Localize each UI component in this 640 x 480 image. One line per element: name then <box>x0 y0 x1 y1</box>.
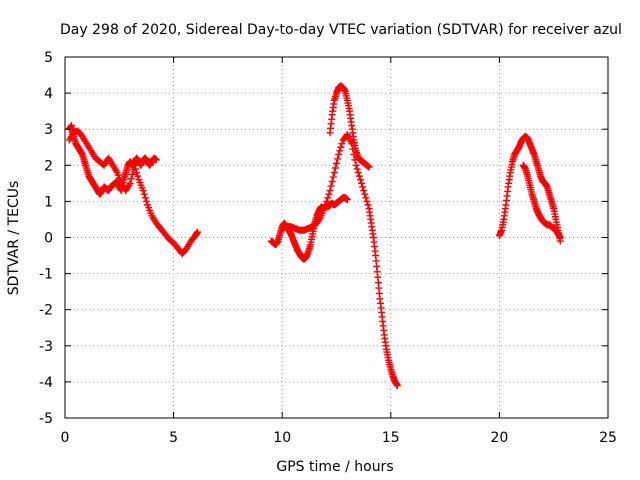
chart-title: Day 298 of 2020, Sidereal Day-to-day VTE… <box>60 22 622 38</box>
x-axis-label: GPS time / hours <box>276 459 393 475</box>
data-point <box>327 182 335 190</box>
x-tick-label: 10 <box>273 430 291 446</box>
y-tick-label: -5 <box>39 411 53 427</box>
data-point <box>337 143 345 151</box>
data-point <box>127 175 135 183</box>
y-tick-label: 2 <box>44 158 53 174</box>
data-point <box>328 178 336 186</box>
data-point <box>359 183 367 191</box>
data-point <box>325 190 333 198</box>
x-tick-label: 15 <box>382 430 400 446</box>
grid-lines <box>65 57 608 418</box>
data-point <box>352 161 360 169</box>
series-pass-5 <box>326 82 373 171</box>
data-point <box>393 382 401 390</box>
y-tick-label: 5 <box>44 50 53 66</box>
data-point <box>152 156 160 164</box>
data-point <box>334 155 342 163</box>
data-point <box>356 176 364 184</box>
data-point <box>193 228 201 236</box>
data-point <box>343 196 351 204</box>
y-tick-label: -3 <box>39 339 53 355</box>
data-point <box>326 187 334 195</box>
data-point <box>132 165 140 173</box>
y-tick-label: -2 <box>39 303 53 319</box>
data-point <box>364 201 372 209</box>
data-point <box>141 194 149 202</box>
x-tick-label: 5 <box>169 430 178 446</box>
y-tick-label: -4 <box>39 375 53 391</box>
data-point <box>355 172 363 180</box>
data-point <box>142 197 150 205</box>
series-pass-4 <box>278 131 401 390</box>
data-point <box>134 172 142 180</box>
y-tick-label: 1 <box>44 194 53 210</box>
data-point <box>139 187 147 195</box>
series-pass-7 <box>519 161 564 241</box>
data-point <box>362 194 370 202</box>
y-tick-label: 0 <box>44 231 53 247</box>
x-tick-label: 0 <box>61 430 70 446</box>
data-point <box>329 173 337 181</box>
data-point <box>353 165 361 173</box>
data-point <box>365 163 373 171</box>
data-point <box>126 179 134 187</box>
x-tick-label: 25 <box>599 430 617 446</box>
data-point <box>336 147 344 155</box>
data-point <box>360 187 368 195</box>
y-tick-label: 4 <box>44 86 53 102</box>
y-tick-label: 3 <box>44 122 53 138</box>
data-point <box>354 169 362 177</box>
series-pass-2 <box>65 127 201 258</box>
data-point <box>128 170 136 178</box>
data-point <box>133 169 141 177</box>
data-point <box>335 150 343 158</box>
data-points <box>65 82 564 390</box>
data-point <box>324 194 332 202</box>
tick-labels: 0 5 10 15 20 25 -5 -4 -3 -2 -1 0 1 2 3 4 5 <box>39 50 617 446</box>
data-point <box>331 164 339 172</box>
data-point <box>338 140 346 148</box>
y-axis-label: SDTVAR / TECUs <box>6 181 22 296</box>
data-point <box>357 179 365 187</box>
data-point <box>140 190 148 198</box>
data-point <box>361 190 369 198</box>
data-point <box>363 197 371 205</box>
data-point <box>330 169 338 177</box>
y-tick-label: -1 <box>39 267 53 283</box>
data-point <box>333 159 340 167</box>
axis-ticks <box>64 56 609 419</box>
data-point <box>322 201 330 209</box>
data-point <box>323 197 331 205</box>
data-point <box>556 234 564 241</box>
data-point <box>131 161 139 169</box>
x-tick-label: 20 <box>490 430 508 446</box>
